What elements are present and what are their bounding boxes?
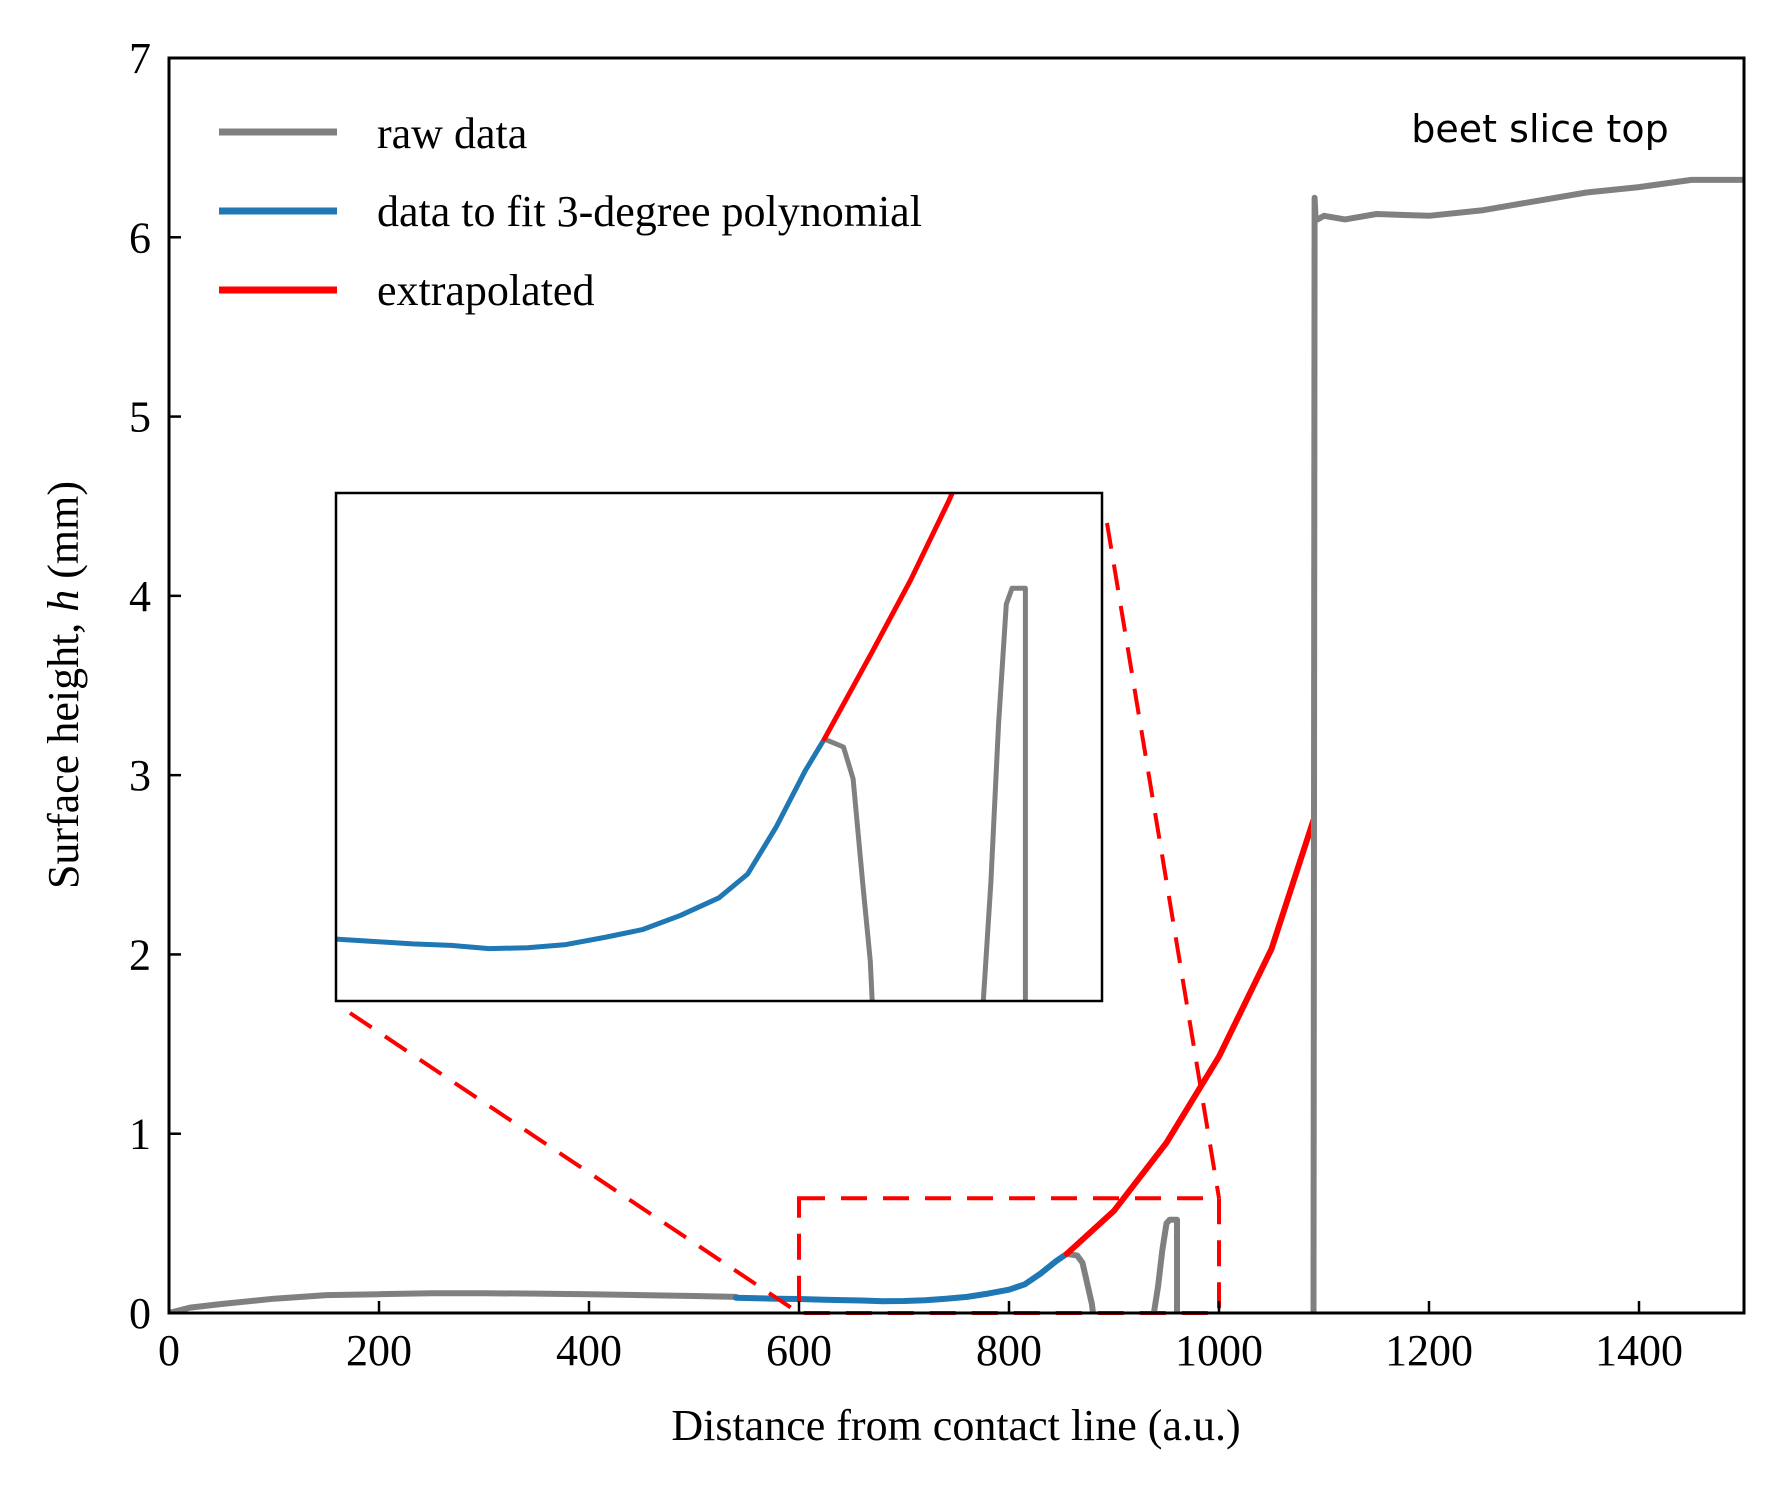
inset-frame	[334, 491, 1104, 1003]
x-tick-label-7: 1400	[1595, 1326, 1683, 1375]
y-tick-label-0: 0	[129, 1289, 151, 1338]
legend: raw data data to fit 3-degree polynomial…	[219, 109, 922, 315]
inset-series-raw-data-1	[821, 736, 875, 1001]
legend-label-raw: raw data	[377, 109, 527, 158]
y-tick-label-6: 6	[129, 213, 151, 262]
axes-frame	[167, 56, 1746, 1315]
y-tick-label-7: 7	[129, 34, 151, 83]
main-series-raw-data-2	[1063, 1250, 1096, 1313]
y-tick-label-3: 3	[129, 751, 151, 800]
inset-series	[336, 493, 1028, 1001]
main-series-data-to-fit-3-degree-polynomial-1	[733, 1250, 1070, 1305]
inset-background	[336, 493, 1102, 1001]
main-series-raw-data-5	[1310, 176, 1744, 1313]
inset-series-raw-data-2	[980, 585, 1028, 1001]
annotation-beet-slice-top: beet slice top	[1411, 107, 1668, 151]
main-plot-series	[169, 176, 1744, 1313]
y-axis-label-suffix: (mm)	[39, 481, 88, 590]
legend-label-fit: data to fit 3-degree polynomial	[377, 187, 922, 236]
x-tick-label-0: 0	[158, 1326, 180, 1375]
x-axis-label: Distance from contact line (a.u.)	[671, 1401, 1240, 1450]
axis-ticks: 0 200 400 600 800 1000 1200 1400 0 1 2 3 4 5 6 7	[129, 34, 1683, 1375]
x-tick-label-3: 600	[766, 1326, 832, 1375]
x-tick-label-6: 1200	[1385, 1326, 1473, 1375]
zoom-connector-right	[1105, 522, 1221, 1199]
y-axis-label: Surface height, h (mm)	[39, 481, 88, 889]
x-tick-label-1: 200	[346, 1326, 412, 1375]
main-series-raw-data-0	[169, 1290, 739, 1313]
zoom-connector-left	[348, 1011, 801, 1315]
x-tick-label-5: 1000	[1175, 1326, 1263, 1375]
x-tick-label-4: 800	[976, 1326, 1042, 1375]
y-tick-label-4: 4	[129, 572, 151, 621]
x-tick-label-2: 400	[556, 1326, 622, 1375]
inset-series-data-to-fit-3-degree-polynomial-0	[336, 736, 827, 952]
legend-label-extrap: extrapolated	[377, 266, 594, 315]
inset-series-extrapolated-3	[821, 493, 955, 742]
main-series-raw-data-3	[1150, 1216, 1180, 1313]
main-series-extrapolated-4	[1063, 817, 1317, 1257]
y-tick-label-5: 5	[129, 393, 151, 442]
y-tick-label-2: 2	[129, 930, 151, 979]
zoom-box	[797, 1196, 1221, 1316]
inset-zoom	[334, 491, 1104, 1003]
y-axis-label-var: h	[39, 590, 88, 612]
zoom-connectors	[348, 522, 1221, 1316]
y-tick-label-1: 1	[129, 1110, 151, 1159]
y-axis-label-prefix: Surface height,	[39, 612, 88, 889]
